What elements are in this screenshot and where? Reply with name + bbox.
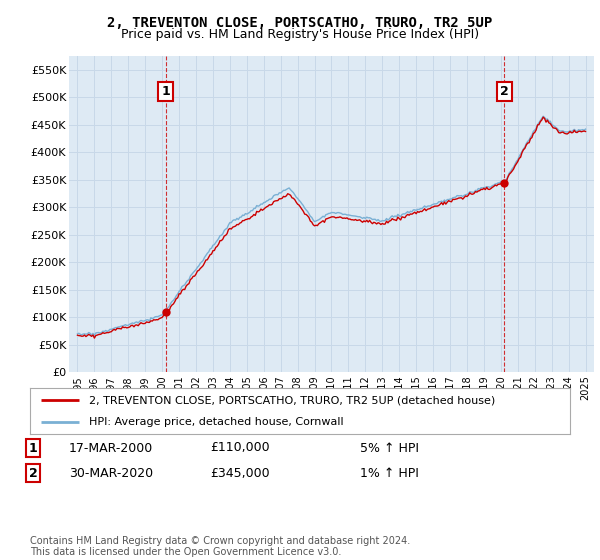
- Text: HPI: Average price, detached house, Cornwall: HPI: Average price, detached house, Corn…: [89, 417, 344, 427]
- Text: 1: 1: [29, 441, 37, 455]
- Text: Price paid vs. HM Land Registry's House Price Index (HPI): Price paid vs. HM Land Registry's House …: [121, 28, 479, 41]
- Text: 2, TREVENTON CLOSE, PORTSCATHO, TRURO, TR2 5UP (detached house): 2, TREVENTON CLOSE, PORTSCATHO, TRURO, T…: [89, 395, 496, 405]
- Text: 5% ↑ HPI: 5% ↑ HPI: [360, 441, 419, 455]
- Text: £110,000: £110,000: [210, 441, 269, 455]
- Text: 2: 2: [500, 85, 509, 98]
- Text: 1% ↑ HPI: 1% ↑ HPI: [360, 466, 419, 480]
- Text: Contains HM Land Registry data © Crown copyright and database right 2024.
This d: Contains HM Land Registry data © Crown c…: [30, 535, 410, 557]
- Text: 17-MAR-2000: 17-MAR-2000: [69, 441, 153, 455]
- Text: 2: 2: [29, 466, 37, 480]
- Text: 2, TREVENTON CLOSE, PORTSCATHO, TRURO, TR2 5UP: 2, TREVENTON CLOSE, PORTSCATHO, TRURO, T…: [107, 16, 493, 30]
- Text: 30-MAR-2020: 30-MAR-2020: [69, 466, 153, 480]
- Text: £345,000: £345,000: [210, 466, 269, 480]
- Text: 1: 1: [161, 85, 170, 98]
